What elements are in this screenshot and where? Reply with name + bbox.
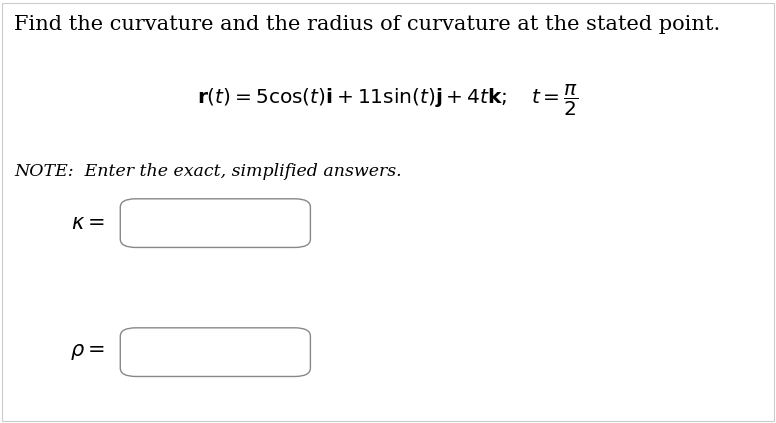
Text: NOTE:  Enter the exact, simplified answers.: NOTE: Enter the exact, simplified answer… bbox=[14, 163, 402, 180]
FancyBboxPatch shape bbox=[120, 199, 310, 247]
FancyBboxPatch shape bbox=[2, 3, 774, 421]
FancyBboxPatch shape bbox=[120, 328, 310, 376]
Text: $\kappa =$: $\kappa =$ bbox=[71, 213, 105, 233]
Text: $\rho =$: $\rho =$ bbox=[70, 342, 105, 363]
Text: $\mathbf{r}(t) = 5\cos(t)\mathbf{i} + 11\sin(t)\mathbf{j} + 4t\mathbf{k}; \quad : $\mathbf{r}(t) = 5\cos(t)\mathbf{i} + 11… bbox=[197, 82, 579, 118]
Text: Find the curvature and the radius of curvature at the stated point.: Find the curvature and the radius of cur… bbox=[14, 15, 720, 34]
